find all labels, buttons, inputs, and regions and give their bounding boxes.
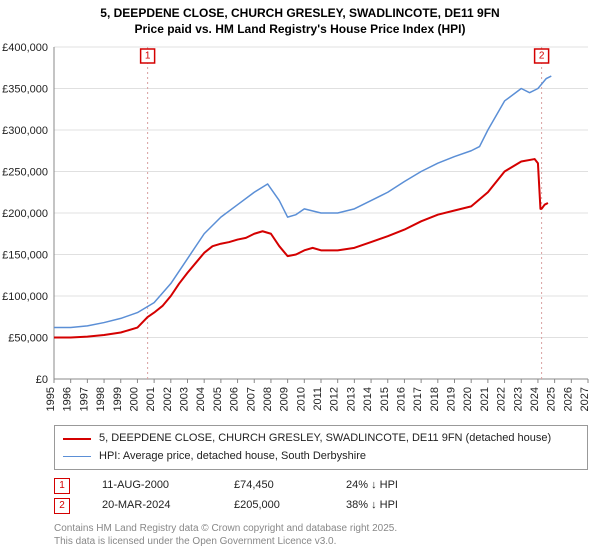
transaction-price: £74,450 xyxy=(234,476,314,496)
svg-text:2010: 2010 xyxy=(295,387,307,411)
svg-text:£350,000: £350,000 xyxy=(2,84,48,96)
transaction-diff: 38% ↓ HPI xyxy=(346,496,436,516)
footer-line-2: This data is licensed under the Open Gov… xyxy=(54,535,588,548)
svg-text:2020: 2020 xyxy=(462,387,474,411)
svg-text:2001: 2001 xyxy=(145,387,157,411)
svg-text:£300,000: £300,000 xyxy=(2,125,48,137)
line-chart-svg: £0 £50,000 £100,000 £150,000 £200,000 £250,00… xyxy=(0,39,600,419)
svg-text:1996: 1996 xyxy=(62,387,74,411)
svg-text:£150,000: £150,000 xyxy=(2,250,48,262)
svg-text:2003: 2003 xyxy=(179,387,191,411)
svg-text:1998: 1998 xyxy=(95,387,107,411)
svg-text:2025: 2025 xyxy=(546,387,558,411)
svg-text:2027: 2027 xyxy=(579,387,591,411)
transaction-marker: 1 xyxy=(54,478,70,494)
transaction-price: £205,000 xyxy=(234,496,314,516)
svg-text:2012: 2012 xyxy=(329,387,341,411)
transaction-date: 11-AUG-2000 xyxy=(102,476,202,496)
legend-label: HPI: Average price, detached house, Sout… xyxy=(99,448,366,466)
transaction-date: 20-MAR-2024 xyxy=(102,496,202,516)
svg-text:2000: 2000 xyxy=(128,387,140,411)
svg-text:2023: 2023 xyxy=(512,387,524,411)
legend-label: 5, DEEPDENE CLOSE, CHURCH GRESLEY, SWADL… xyxy=(99,430,551,448)
title-line-1: 5, DEEPDENE CLOSE, CHURCH GRESLEY, SWADL… xyxy=(0,6,600,22)
svg-text:2018: 2018 xyxy=(429,387,441,411)
svg-text:1995: 1995 xyxy=(45,387,57,411)
footer-line-1: Contains HM Land Registry data © Crown c… xyxy=(54,522,588,535)
svg-text:£400,000: £400,000 xyxy=(2,42,48,54)
svg-text:2019: 2019 xyxy=(446,387,458,411)
svg-text:2016: 2016 xyxy=(395,387,407,411)
legend-item: 5, DEEPDENE CLOSE, CHURCH GRESLEY, SWADL… xyxy=(63,430,579,448)
legend-box: 5, DEEPDENE CLOSE, CHURCH GRESLEY, SWADL… xyxy=(54,425,588,470)
svg-text:2008: 2008 xyxy=(262,387,274,411)
svg-text:2011: 2011 xyxy=(312,387,324,411)
legend-item: HPI: Average price, detached house, Sout… xyxy=(63,448,579,466)
transaction-diff: 24% ↓ HPI xyxy=(346,476,436,496)
chart-area: £0 £50,000 £100,000 £150,000 £200,000 £250,00… xyxy=(0,39,600,419)
svg-text:1997: 1997 xyxy=(78,387,90,411)
transaction-table: 1 11-AUG-2000 £74,450 24% ↓ HPI 2 20-MAR-2024… xyxy=(54,476,588,516)
svg-text:1: 1 xyxy=(145,51,151,62)
transaction-row: 1 11-AUG-2000 £74,450 24% ↓ HPI xyxy=(54,476,588,496)
svg-text:£0: £0 xyxy=(36,374,48,386)
svg-text:2022: 2022 xyxy=(496,387,508,411)
svg-text:2006: 2006 xyxy=(229,387,241,411)
svg-text:2026: 2026 xyxy=(562,387,574,411)
svg-text:£200,000: £200,000 xyxy=(2,208,48,220)
svg-text:1999: 1999 xyxy=(112,387,124,411)
footer-attribution: Contains HM Land Registry data © Crown c… xyxy=(54,522,588,548)
svg-text:2013: 2013 xyxy=(345,387,357,411)
svg-text:£250,000: £250,000 xyxy=(2,167,48,179)
svg-text:2014: 2014 xyxy=(362,387,374,411)
svg-text:2015: 2015 xyxy=(379,387,391,411)
svg-text:2004: 2004 xyxy=(195,387,207,411)
svg-text:2: 2 xyxy=(539,51,545,62)
title-line-2: Price paid vs. HM Land Registry's House … xyxy=(0,22,600,38)
svg-text:£100,000: £100,000 xyxy=(2,291,48,303)
svg-text:2002: 2002 xyxy=(162,387,174,411)
transaction-marker: 2 xyxy=(54,498,70,514)
svg-text:2021: 2021 xyxy=(479,387,491,411)
svg-text:2024: 2024 xyxy=(529,387,541,411)
legend-swatch xyxy=(63,456,91,457)
svg-text:£50,000: £50,000 xyxy=(8,333,48,345)
svg-text:2007: 2007 xyxy=(245,387,257,411)
svg-text:2017: 2017 xyxy=(412,387,424,411)
legend-swatch xyxy=(63,438,91,440)
transaction-row: 2 20-MAR-2024 £205,000 38% ↓ HPI xyxy=(54,496,588,516)
svg-text:2005: 2005 xyxy=(212,387,224,411)
title-block: 5, DEEPDENE CLOSE, CHURCH GRESLEY, SWADL… xyxy=(0,0,600,39)
svg-text:2009: 2009 xyxy=(279,387,291,411)
chart-container: 5, DEEPDENE CLOSE, CHURCH GRESLEY, SWADL… xyxy=(0,0,600,560)
